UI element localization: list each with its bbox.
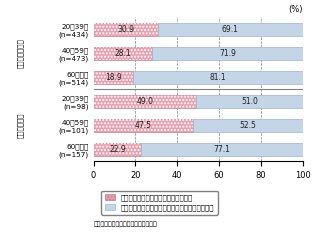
Bar [94,95,196,108]
Text: 22.9: 22.9 [109,145,126,154]
Bar [94,23,158,36]
Text: 69.1: 69.1 [222,25,239,34]
Text: 49.0: 49.0 [136,97,153,106]
Text: 71.9: 71.9 [219,49,236,58]
Bar [94,71,133,84]
Bar [94,119,193,132]
Text: 出身地が地方: 出身地が地方 [17,113,24,138]
Bar [94,47,152,60]
Text: 47.5: 47.5 [135,121,152,130]
Text: 30.9: 30.9 [117,25,134,34]
Bar [94,119,193,132]
Bar [94,95,196,108]
Bar [158,23,303,36]
Bar [94,47,152,60]
Text: 出身地域が都市: 出身地域が都市 [17,38,24,68]
Bar [94,23,158,36]
Bar [94,143,141,156]
Text: 18.9: 18.9 [105,73,122,82]
Bar [94,71,133,84]
Bar [133,71,303,84]
Bar [141,143,303,156]
Bar [94,143,141,156]
Bar [152,47,303,60]
Text: 28.1: 28.1 [115,49,131,58]
Text: (%): (%) [288,5,303,14]
Text: 77.1: 77.1 [214,145,231,154]
Text: 81.1: 81.1 [210,73,226,82]
Bar [193,119,303,132]
Text: 52.5: 52.5 [239,121,256,130]
Legend: 地方へ移住してみたい。興味がある。, 地方へ移住してみたいと思わない。興味がない。: 地方へ移住してみたい。興味がある。, 地方へ移住してみたいと思わない。興味がない… [101,190,218,215]
Bar [196,95,303,108]
Text: 51.0: 51.0 [241,97,258,106]
Text: 資料）　国土交通省「国民意識調査」: 資料） 国土交通省「国民意識調査」 [94,222,157,227]
